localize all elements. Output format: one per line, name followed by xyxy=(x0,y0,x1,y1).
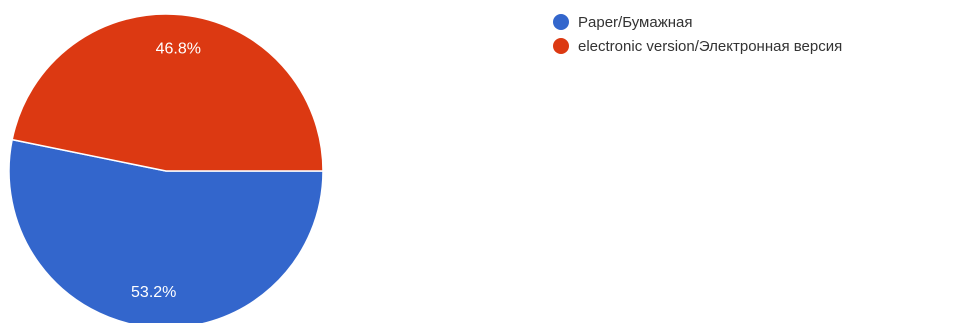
slice-label-paper: 53.2% xyxy=(131,284,176,301)
legend-label-paper: Paper/Бумажная xyxy=(578,13,693,31)
legend-swatch-electronic xyxy=(553,38,569,54)
legend-item-paper[interactable]: Paper/Бумажная xyxy=(553,10,842,34)
legend-swatch-paper xyxy=(553,14,569,30)
legend: Paper/Бумажная electronic version/Электр… xyxy=(553,10,842,58)
pie-slice-electronic[interactable] xyxy=(11,13,324,172)
slice-label-electronic: 46.8% xyxy=(156,40,201,57)
legend-label-electronic: electronic version/Электронная версия xyxy=(578,37,843,55)
legend-item-electronic[interactable]: electronic version/Электронная версия xyxy=(553,34,842,58)
pie-slice-paper[interactable] xyxy=(8,138,324,323)
